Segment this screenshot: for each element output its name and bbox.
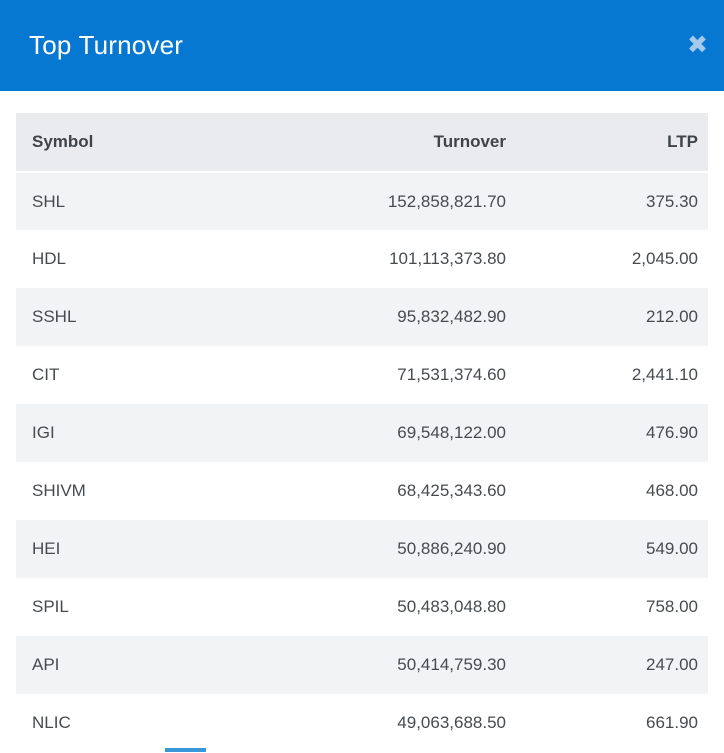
cell-ltp: 468.00 xyxy=(506,462,708,520)
cell-symbol: CIT xyxy=(16,346,276,404)
table-row: SPIL 50,483,048.80 758.00 xyxy=(16,578,708,636)
turnover-table: Symbol Turnover LTP SHL 152,858,821.70 375… xyxy=(16,113,708,752)
cell-turnover: 50,483,048.80 xyxy=(276,578,506,636)
cell-turnover: 69,548,122.00 xyxy=(276,404,506,462)
cell-ltp: 549.00 xyxy=(506,520,708,578)
cell-ltp: 212.00 xyxy=(506,288,708,346)
cell-turnover: 152,858,821.70 xyxy=(276,172,506,230)
table-row: IGI 69,548,122.00 476.90 xyxy=(16,404,708,462)
cell-symbol: API xyxy=(16,636,276,694)
table-row: NLIC 49,063,688.50 661.90 xyxy=(16,694,708,752)
table-row: HDL 101,113,373.80 2,045.00 xyxy=(16,230,708,288)
modal-title: Top Turnover xyxy=(29,30,184,60)
cell-ltp: 375.30 xyxy=(506,172,708,230)
table-header-row: Symbol Turnover LTP xyxy=(16,113,708,173)
modal-header: Top Turnover ✖ xyxy=(0,0,724,91)
col-header-turnover: Turnover xyxy=(276,113,506,173)
cell-turnover: 71,531,374.60 xyxy=(276,346,506,404)
cell-symbol: SPIL xyxy=(16,578,276,636)
cell-ltp: 2,045.00 xyxy=(506,230,708,288)
cell-turnover: 101,113,373.80 xyxy=(276,230,506,288)
cell-symbol: SHL xyxy=(16,172,276,230)
cell-symbol: SHIVM xyxy=(16,462,276,520)
cell-symbol: NLIC xyxy=(16,694,276,752)
cell-turnover: 95,832,482.90 xyxy=(276,288,506,346)
cell-turnover: 68,425,343.60 xyxy=(276,462,506,520)
scroll-indicator[interactable] xyxy=(165,748,206,752)
table-row: CIT 71,531,374.60 2,441.10 xyxy=(16,346,708,404)
cell-symbol: HDL xyxy=(16,230,276,288)
close-icon[interactable]: ✖ xyxy=(687,31,708,59)
table-body: SHL 152,858,821.70 375.30 HDL 101,113,373.80… xyxy=(16,172,708,752)
cell-symbol: IGI xyxy=(16,404,276,462)
table-row: SHL 152,858,821.70 375.30 xyxy=(16,172,708,230)
col-header-ltp: LTP xyxy=(506,113,708,173)
cell-ltp: 758.00 xyxy=(506,578,708,636)
table-row: SSHL 95,832,482.90 212.00 xyxy=(16,288,708,346)
cell-turnover: 49,063,688.50 xyxy=(276,694,506,752)
cell-turnover: 50,414,759.30 xyxy=(276,636,506,694)
cell-turnover: 50,886,240.90 xyxy=(276,520,506,578)
cell-ltp: 247.00 xyxy=(506,636,708,694)
cell-ltp: 476.90 xyxy=(506,404,708,462)
table-row: SHIVM 68,425,343.60 468.00 xyxy=(16,462,708,520)
cell-symbol: HEI xyxy=(16,520,276,578)
cell-ltp: 661.90 xyxy=(506,694,708,752)
cell-symbol: SSHL xyxy=(16,288,276,346)
turnover-table-container: Symbol Turnover LTP SHL 152,858,821.70 375… xyxy=(16,113,708,752)
cell-ltp: 2,441.10 xyxy=(506,346,708,404)
table-row: HEI 50,886,240.90 549.00 xyxy=(16,520,708,578)
table-row: API 50,414,759.30 247.00 xyxy=(16,636,708,694)
col-header-symbol: Symbol xyxy=(16,113,276,173)
